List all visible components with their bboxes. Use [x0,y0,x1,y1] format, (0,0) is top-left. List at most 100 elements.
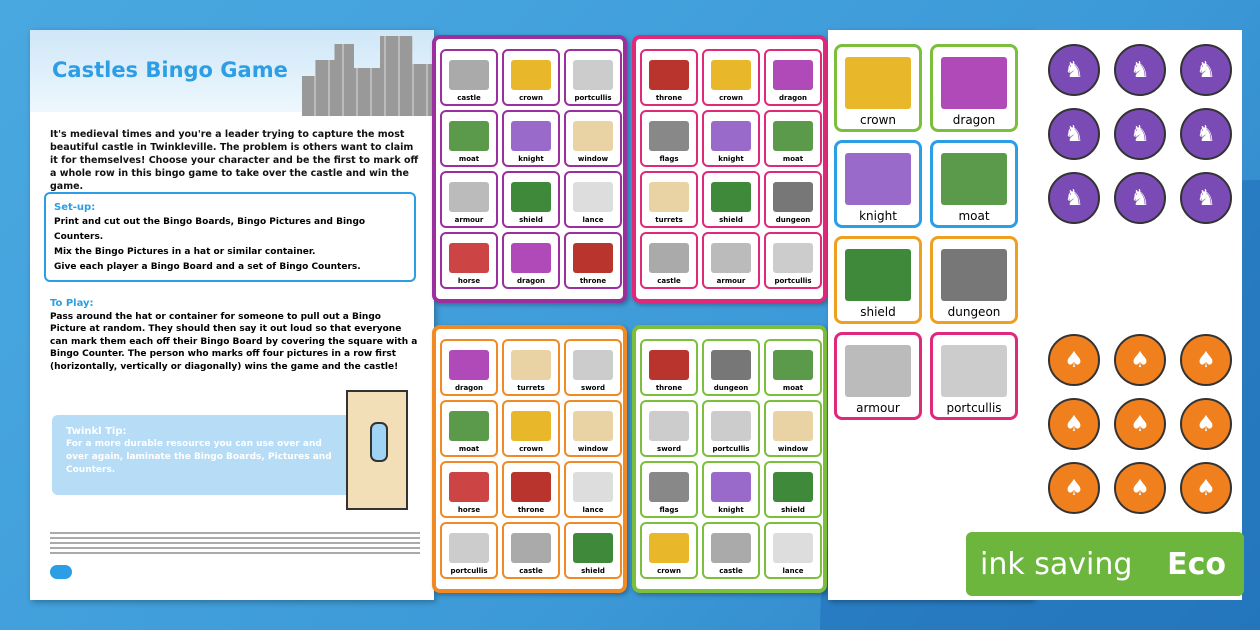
cell-label: dungeon [775,216,811,224]
card-label: armour [856,401,900,415]
picture-card: dragon [930,44,1018,132]
bingo-cell: knight [502,110,560,167]
picture-card: portcullis [930,332,1018,420]
cell-label: portcullis [574,94,612,102]
crown-picture [649,533,689,563]
card-label: shield [860,305,896,319]
knight-picture [511,121,551,151]
cell-label: portcullis [712,445,750,453]
orange-counters: ♠ ♠ ♠ ♠ ♠ ♠ ♠ ♠ ♠ [1048,334,1232,514]
knight-counter: ♞ [1114,172,1166,224]
bingo-cell: dragon [502,232,560,289]
picture-card: knight [834,140,922,228]
bingo-cell: shield [502,171,560,228]
bingo-board: throne dungeon moat sword portcullis window fl… [632,325,827,593]
cell-label: armour [716,277,746,285]
cell-label: lance [582,216,604,224]
moat-picture [773,121,813,151]
cell-label: moat [458,155,480,163]
card-label: crown [859,113,897,127]
bingo-cell: window [564,400,622,457]
portcullis-picture [773,243,813,273]
setup-box: Set-up: Print and cut out the Bingo Boar… [44,192,416,282]
cell-label: sword [581,384,605,392]
moat-picture [449,411,489,441]
setup-step: Mix the Bingo Pictures in a hat or simil… [54,247,316,257]
armour-picture [449,182,489,212]
cell-label: throne [579,277,607,285]
dragon-counter: ♠ [1180,462,1232,514]
bingo-cell: knight [702,461,760,518]
tip-text: For a more durable resource you can use … [66,439,332,475]
bingo-cell: crown [502,400,560,457]
shield-picture [711,182,751,212]
armour-picture [711,243,751,273]
cell-label: castle [457,94,481,102]
bingo-cell: window [764,400,822,457]
cell-label: crown [719,94,743,102]
knight-picture [845,153,911,205]
portcullis-picture [449,533,489,563]
cell-label: throne [655,384,683,392]
dragon-counter: ♠ [1114,398,1166,450]
bingo-cell: shield [702,171,760,228]
setup-step: Give each player a Bingo Board and a set… [54,262,361,272]
turrets-picture [649,182,689,212]
bingo-cell: dungeon [702,339,760,396]
crown-picture [845,57,911,109]
flags-picture [649,121,689,151]
intro-text: It's medieval times and you're a leader … [50,129,419,192]
ink-saving-label: ink saving [980,546,1133,582]
throne-picture [511,472,551,502]
portcullis-picture [711,411,751,441]
bingo-cell: lance [764,522,822,579]
flags-picture [649,472,689,502]
cell-label: turrets [655,216,683,224]
bingo-cell: throne [640,339,698,396]
setup-step: Print and cut out the Bingo Boards, Bing… [54,217,366,242]
card-label: dragon [952,113,996,127]
horse-picture [449,243,489,273]
tower-illustration [346,390,408,510]
cell-label: crown [519,445,543,453]
throne-picture [649,350,689,380]
page-title: Castles Bingo Game [52,58,288,82]
dragon-counter: ♠ [1048,398,1100,450]
cell-label: window [777,445,809,453]
cell-label: dragon [779,94,807,102]
bingo-cell: knight [702,110,760,167]
bingo-cell: castle [502,522,560,579]
twinkl-logo [50,565,72,579]
bingo-cell: castle [440,49,498,106]
eco-badge: ink saving Eco [966,532,1244,596]
dragon-picture [511,243,551,273]
play-heading: To Play: [50,298,94,309]
cell-label: portcullis [774,277,812,285]
cell-label: horse [457,506,481,514]
bingo-cell: horse [440,461,498,518]
moat-picture [941,153,1007,205]
moat-picture [449,121,489,151]
board-grid: throne crown dragon flags knight moat turrets s… [640,49,822,289]
bingo-cell: turrets [502,339,560,396]
cell-label: castle [519,567,543,575]
lance-picture [573,472,613,502]
cell-label: crown [657,567,681,575]
castle-picture [649,243,689,273]
card-label: dungeon [947,305,1001,319]
bingo-cell: lance [564,171,622,228]
throne-picture [649,60,689,90]
cell-label: shield [719,216,743,224]
shield-picture [511,182,551,212]
turrets-picture [511,350,551,380]
cell-label: throne [655,94,683,102]
bingo-cell: horse [440,232,498,289]
window-picture [573,411,613,441]
cell-label: moat [782,155,804,163]
cell-label: portcullis [450,567,488,575]
portcullis-picture [941,345,1007,397]
bingo-cell: shield [564,522,622,579]
bingo-cell: crown [702,49,760,106]
cell-label: dragon [517,277,545,285]
knight-picture [711,121,751,151]
